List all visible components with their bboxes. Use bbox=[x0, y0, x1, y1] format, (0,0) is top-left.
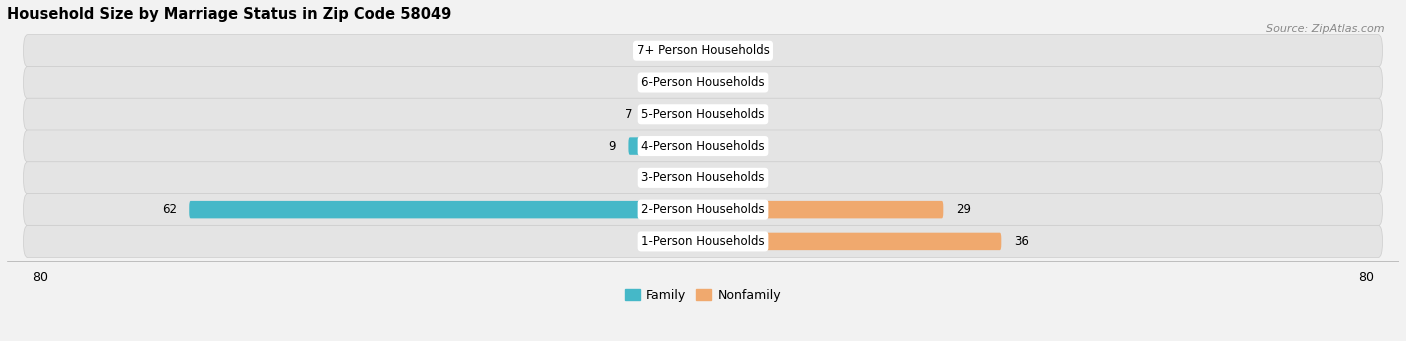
Text: 29: 29 bbox=[956, 203, 970, 216]
FancyBboxPatch shape bbox=[703, 106, 733, 123]
FancyBboxPatch shape bbox=[673, 74, 703, 91]
Text: 1-Person Households: 1-Person Households bbox=[641, 235, 765, 248]
FancyBboxPatch shape bbox=[703, 42, 733, 59]
Text: Source: ZipAtlas.com: Source: ZipAtlas.com bbox=[1267, 24, 1385, 34]
FancyBboxPatch shape bbox=[645, 106, 703, 123]
FancyBboxPatch shape bbox=[24, 35, 1382, 67]
Text: 0: 0 bbox=[744, 139, 752, 152]
Text: 7: 7 bbox=[626, 108, 633, 121]
FancyBboxPatch shape bbox=[24, 98, 1382, 130]
FancyBboxPatch shape bbox=[703, 137, 733, 155]
Legend: Family, Nonfamily: Family, Nonfamily bbox=[620, 284, 786, 307]
FancyBboxPatch shape bbox=[703, 233, 1001, 250]
Text: 0: 0 bbox=[744, 76, 752, 89]
FancyBboxPatch shape bbox=[24, 225, 1382, 257]
FancyBboxPatch shape bbox=[703, 169, 733, 187]
Text: Household Size by Marriage Status in Zip Code 58049: Household Size by Marriage Status in Zip… bbox=[7, 7, 451, 22]
Text: 6-Person Households: 6-Person Households bbox=[641, 76, 765, 89]
Text: 7+ Person Households: 7+ Person Households bbox=[637, 44, 769, 57]
Text: 4-Person Households: 4-Person Households bbox=[641, 139, 765, 152]
FancyBboxPatch shape bbox=[703, 201, 943, 218]
FancyBboxPatch shape bbox=[673, 233, 703, 250]
FancyBboxPatch shape bbox=[24, 66, 1382, 99]
Text: 36: 36 bbox=[1014, 235, 1029, 248]
Text: 2-Person Households: 2-Person Households bbox=[641, 203, 765, 216]
FancyBboxPatch shape bbox=[673, 42, 703, 59]
FancyBboxPatch shape bbox=[662, 169, 703, 187]
Text: 9: 9 bbox=[609, 139, 616, 152]
Text: 5-Person Households: 5-Person Households bbox=[641, 108, 765, 121]
Text: 0: 0 bbox=[654, 44, 662, 57]
FancyBboxPatch shape bbox=[628, 137, 703, 155]
FancyBboxPatch shape bbox=[703, 74, 733, 91]
Text: 62: 62 bbox=[162, 203, 177, 216]
Text: 0: 0 bbox=[654, 235, 662, 248]
Text: 0: 0 bbox=[744, 108, 752, 121]
Text: 0: 0 bbox=[654, 76, 662, 89]
Text: 3-Person Households: 3-Person Households bbox=[641, 171, 765, 184]
FancyBboxPatch shape bbox=[24, 162, 1382, 194]
FancyBboxPatch shape bbox=[24, 130, 1382, 162]
Text: 0: 0 bbox=[744, 171, 752, 184]
Text: 0: 0 bbox=[744, 44, 752, 57]
Text: 5: 5 bbox=[641, 171, 650, 184]
FancyBboxPatch shape bbox=[24, 194, 1382, 226]
FancyBboxPatch shape bbox=[190, 201, 703, 218]
